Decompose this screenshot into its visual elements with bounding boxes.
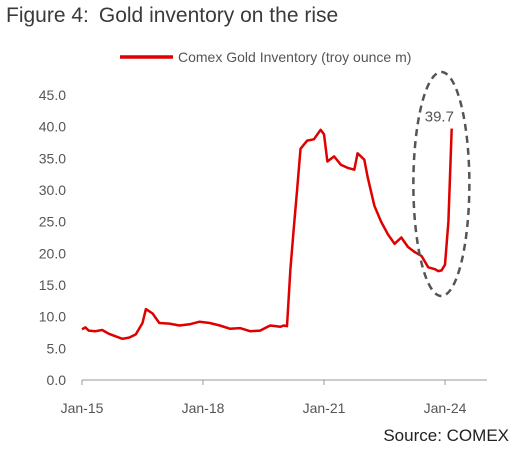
y-tick-label: 30.0 [39,182,66,198]
x-axis: Jan-15 Jan-18 Jan-21 Jan-24 [61,379,487,416]
y-tick-label: 15.0 [39,277,66,293]
y-axis: 0.0 5.0 10.0 15.0 20.0 25.0 30.0 35.0 40.0 45.0 [39,87,66,388]
highlight-ellipse [412,70,471,298]
x-tick-label: Jan-21 [303,400,346,416]
figure-title: Figure 4: Gold inventory on the rise [6,4,338,28]
x-tick-label: Jan-18 [182,400,225,416]
y-tick-label: 25.0 [39,214,66,230]
figure-title-text: Gold inventory on the rise [98,4,339,27]
y-tick-label: 45.0 [39,87,66,103]
y-tick-label: 10.0 [39,309,66,325]
annotation: 39.7 [412,70,471,298]
y-tick-label: 35.0 [39,150,66,166]
y-tick-label: 5.0 [47,340,67,356]
y-tick-label: 40.0 [39,119,66,135]
annotation-label: 39.7 [425,109,454,126]
legend: Comex Gold Inventory (troy ounce m) [120,49,411,65]
figure-number: Figure 4: [6,4,89,27]
legend-label: Comex Gold Inventory (troy ounce m) [178,49,411,65]
y-tick-label: 0.0 [47,372,67,388]
x-tick-label: Jan-15 [61,400,104,416]
source-note: Source: COMEX [383,426,509,445]
series-line [81,128,453,341]
plot-area [81,128,453,341]
y-tick-label: 20.0 [39,245,66,261]
x-tick-label: Jan-24 [424,400,467,416]
